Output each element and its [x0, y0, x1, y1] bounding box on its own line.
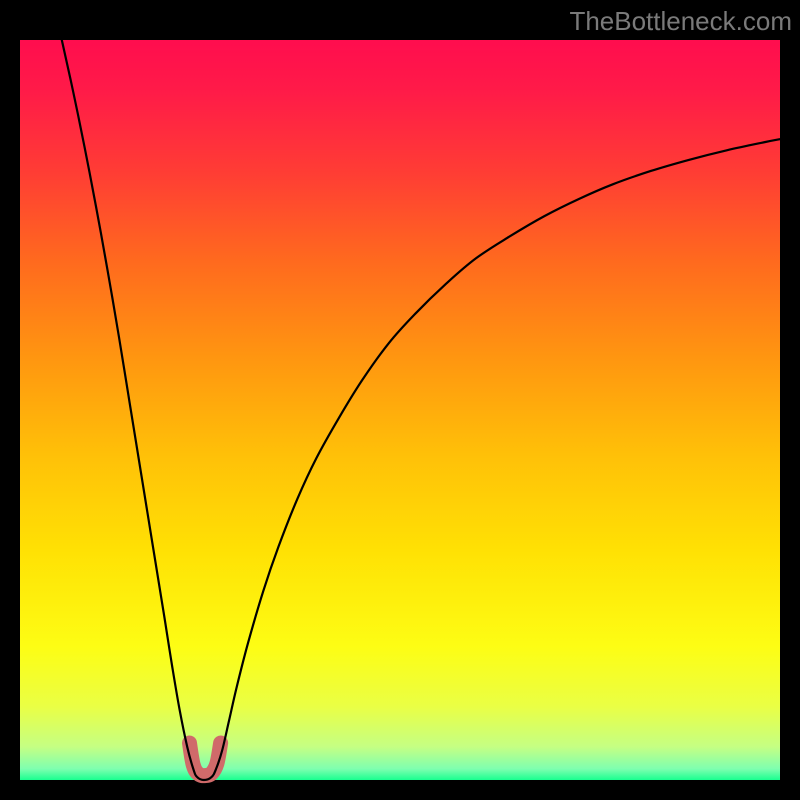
chart-frame: TheBottleneck.com: [0, 0, 800, 800]
chart-svg-layer: [0, 0, 800, 800]
watermark-text: TheBottleneck.com: [569, 6, 792, 37]
plot-background-gradient: [20, 40, 780, 780]
